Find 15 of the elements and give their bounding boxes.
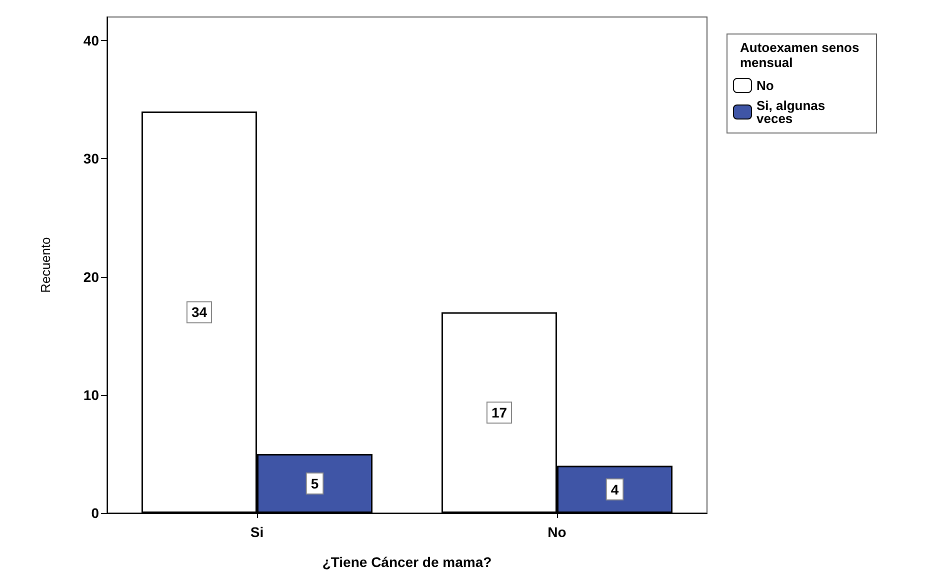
y-tick-label: 20 <box>83 268 100 285</box>
y-tick-label: 0 <box>91 505 100 521</box>
legend-title: Autoexamen senos mensual <box>740 40 863 70</box>
x-tick-label: Si <box>250 524 264 540</box>
data-label: 5 <box>310 475 319 492</box>
y-tick-label: 40 <box>83 32 100 49</box>
y-tick-label: 30 <box>83 150 100 167</box>
data-label: 34 <box>191 304 208 320</box>
data-label: 17 <box>491 404 508 421</box>
y-axis-title: Recuento <box>38 237 53 293</box>
data-label: 4 <box>610 481 619 498</box>
legend-label: No <box>756 78 774 93</box>
x-axis-title: ¿Tiene Cáncer de mama? <box>322 554 492 570</box>
y-tick-label: 10 <box>83 386 100 403</box>
legend-label: Si, algunas veces <box>756 98 829 126</box>
